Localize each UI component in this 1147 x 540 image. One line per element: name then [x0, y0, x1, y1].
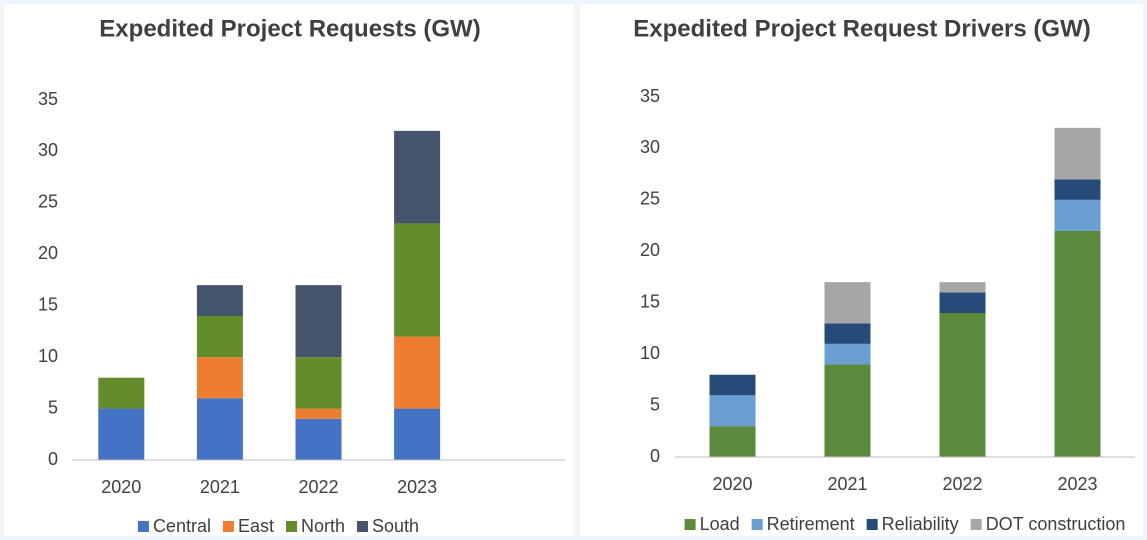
y-tick-label: 10 [640, 343, 660, 363]
y-tick-label: 25 [38, 192, 58, 212]
bar-segment [824, 364, 871, 457]
x-tick-label: 2020 [101, 477, 141, 497]
bar-segment [98, 408, 145, 460]
bar-segment [1054, 127, 1101, 180]
y-tick-label: 5 [48, 397, 58, 417]
legend-label: Retirement [767, 514, 855, 534]
y-tick-label: 15 [640, 291, 660, 311]
bar-segment [939, 282, 986, 293]
bar-segment [824, 343, 871, 365]
x-tick-label: 2021 [827, 474, 867, 494]
y-tick-label: 10 [38, 346, 58, 366]
legend-swatch [222, 521, 234, 532]
legend-label: DOT construction [986, 514, 1126, 534]
chart-title: Expedited Project Requests (GW) [99, 15, 480, 42]
bar-segment [1054, 199, 1101, 231]
y-tick-label: 30 [640, 137, 660, 157]
legend-swatch [751, 519, 763, 530]
bar-segment [98, 377, 145, 409]
y-tick-label: 0 [48, 449, 58, 469]
x-tick-label: 2021 [200, 477, 240, 497]
bar-segment [939, 292, 986, 313]
bar-segment [394, 408, 441, 460]
bar-segment [709, 395, 756, 427]
bar-segment [394, 223, 441, 337]
bar-segment [394, 336, 441, 409]
y-tick-label: 35 [640, 86, 660, 106]
bar-segment [295, 408, 342, 419]
bar-segment [394, 130, 441, 224]
bar-segment [939, 313, 986, 457]
bar-segment [709, 374, 756, 396]
bar-segment [196, 357, 243, 399]
bar-segment [295, 285, 342, 358]
y-tick-label: 30 [38, 140, 58, 160]
legend-swatch [684, 519, 696, 530]
chart-title: Expedited Project Request Drivers (GW) [633, 15, 1090, 42]
bar-segment [295, 357, 342, 409]
y-tick-label: 15 [38, 294, 58, 314]
bar-segment [1054, 179, 1101, 200]
bar-segment [196, 398, 243, 460]
y-tick-label: 35 [38, 89, 58, 109]
y-tick-label: 25 [640, 189, 660, 209]
legend-label: Central [153, 516, 211, 536]
bar-segment [824, 323, 871, 344]
y-tick-label: 0 [650, 446, 660, 466]
legend-label: Reliability [882, 514, 959, 534]
legend-swatch [137, 521, 149, 532]
legend-swatch [970, 519, 982, 530]
x-tick-label: 2022 [942, 474, 982, 494]
legend-label: North [301, 516, 345, 536]
x-tick-label: 2020 [712, 474, 752, 494]
left-panel [4, 4, 574, 536]
bar-segment [1054, 230, 1101, 457]
bar-segment [824, 282, 871, 324]
legend-swatch [866, 519, 878, 530]
legend-label: South [372, 516, 419, 536]
x-tick-label: 2022 [298, 477, 338, 497]
y-tick-label: 20 [38, 243, 58, 263]
x-tick-label: 2023 [1057, 474, 1097, 494]
y-tick-label: 20 [640, 240, 660, 260]
bar-segment [196, 285, 243, 316]
legend-swatch [286, 521, 297, 532]
bar-segment [709, 426, 756, 457]
legend-label: Load [700, 514, 740, 534]
legend-swatch [357, 521, 369, 532]
y-tick-label: 5 [650, 394, 660, 414]
bar-segment [196, 316, 243, 358]
bar-segment [295, 418, 342, 460]
x-tick-label: 2023 [397, 477, 437, 497]
legend-label: East [238, 516, 274, 536]
